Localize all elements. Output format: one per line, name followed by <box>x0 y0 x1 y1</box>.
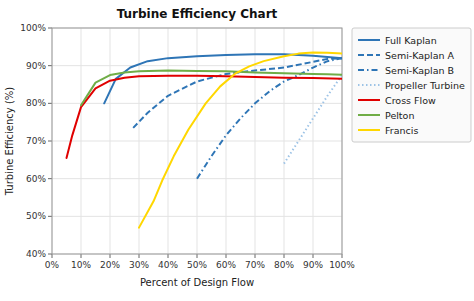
tick <box>48 178 52 179</box>
tick-label: 70% <box>245 260 265 270</box>
grid-line <box>52 216 342 217</box>
tick <box>52 254 53 258</box>
tick <box>139 254 140 258</box>
grid-line <box>52 103 342 104</box>
legend: Full Kaplan Semi-Kaplan A Semi-Kaplan B Pro… <box>352 28 471 142</box>
tick <box>284 254 285 258</box>
tick-label: 50% <box>26 211 46 221</box>
legend-label: Cross Flow <box>385 95 436 106</box>
tick <box>168 254 169 258</box>
series-line <box>81 71 342 106</box>
legend-label: Francis <box>385 125 418 136</box>
legend-swatch <box>358 69 380 71</box>
tick-label: 60% <box>216 260 236 270</box>
plot-frame <box>52 28 342 254</box>
tick-label: 0% <box>45 260 60 270</box>
chart: 0% 10% 20% 30% 40% 50% 60% 70% 80% 90% 100% 40% 50% 6… <box>0 0 474 301</box>
axes: 0% 10% 20% 30% 40% 50% 60% 70% 80% 90% 100% 40% 50% 6… <box>20 23 355 270</box>
tick-label: 80% <box>274 260 294 270</box>
background <box>0 0 474 301</box>
tick-label: 100% <box>20 23 46 33</box>
series-line <box>284 75 342 164</box>
tick-label: 70% <box>26 136 46 146</box>
tick <box>48 216 52 217</box>
legend-label: Semi-Kaplan A <box>385 50 455 61</box>
tick-label: 90% <box>26 61 46 71</box>
tick <box>197 254 198 258</box>
legend-box <box>352 28 471 142</box>
x-axis-label: Percent of Design Flow <box>140 277 254 288</box>
tick-label: 10% <box>71 260 91 270</box>
tick-label: 40% <box>26 249 46 259</box>
tick <box>313 254 314 258</box>
legend-label: Semi-Kaplan B <box>385 65 454 76</box>
tick <box>48 65 52 66</box>
grid-line <box>52 141 342 142</box>
tick <box>48 254 52 255</box>
tick <box>48 141 52 142</box>
title: Turbine Efficiency Chart <box>117 7 278 21</box>
lines <box>67 52 343 227</box>
tick-label: 40% <box>158 260 178 270</box>
legend-label: Propeller Turbine <box>385 80 465 91</box>
tick <box>226 254 227 258</box>
tick-label: 90% <box>303 260 323 270</box>
tick-label: 100% <box>329 260 355 270</box>
legend-label: Pelton <box>385 110 414 121</box>
tick <box>110 254 111 258</box>
tick-label: 80% <box>26 98 46 108</box>
tick <box>48 103 52 104</box>
tick-label: 20% <box>100 260 120 270</box>
series-line <box>139 52 342 227</box>
tick-label: 30% <box>129 260 149 270</box>
legend-label: Full Kaplan <box>385 35 437 46</box>
legend-swatch <box>358 99 380 101</box>
series-line <box>133 58 342 128</box>
legend-swatch <box>358 129 380 131</box>
tick <box>255 254 256 258</box>
series-line <box>67 76 343 158</box>
y-axis-label: Turbine Efficiency (%) <box>4 87 15 197</box>
tick <box>342 254 343 258</box>
tick <box>81 254 82 258</box>
legend-swatch <box>358 114 380 116</box>
grid <box>52 28 342 254</box>
legend-swatch <box>358 39 380 41</box>
legend-swatch <box>358 84 380 86</box>
tick-label: 50% <box>187 260 207 270</box>
tick <box>48 28 52 29</box>
tick-label: 60% <box>26 174 46 184</box>
legend-swatch <box>358 54 380 56</box>
